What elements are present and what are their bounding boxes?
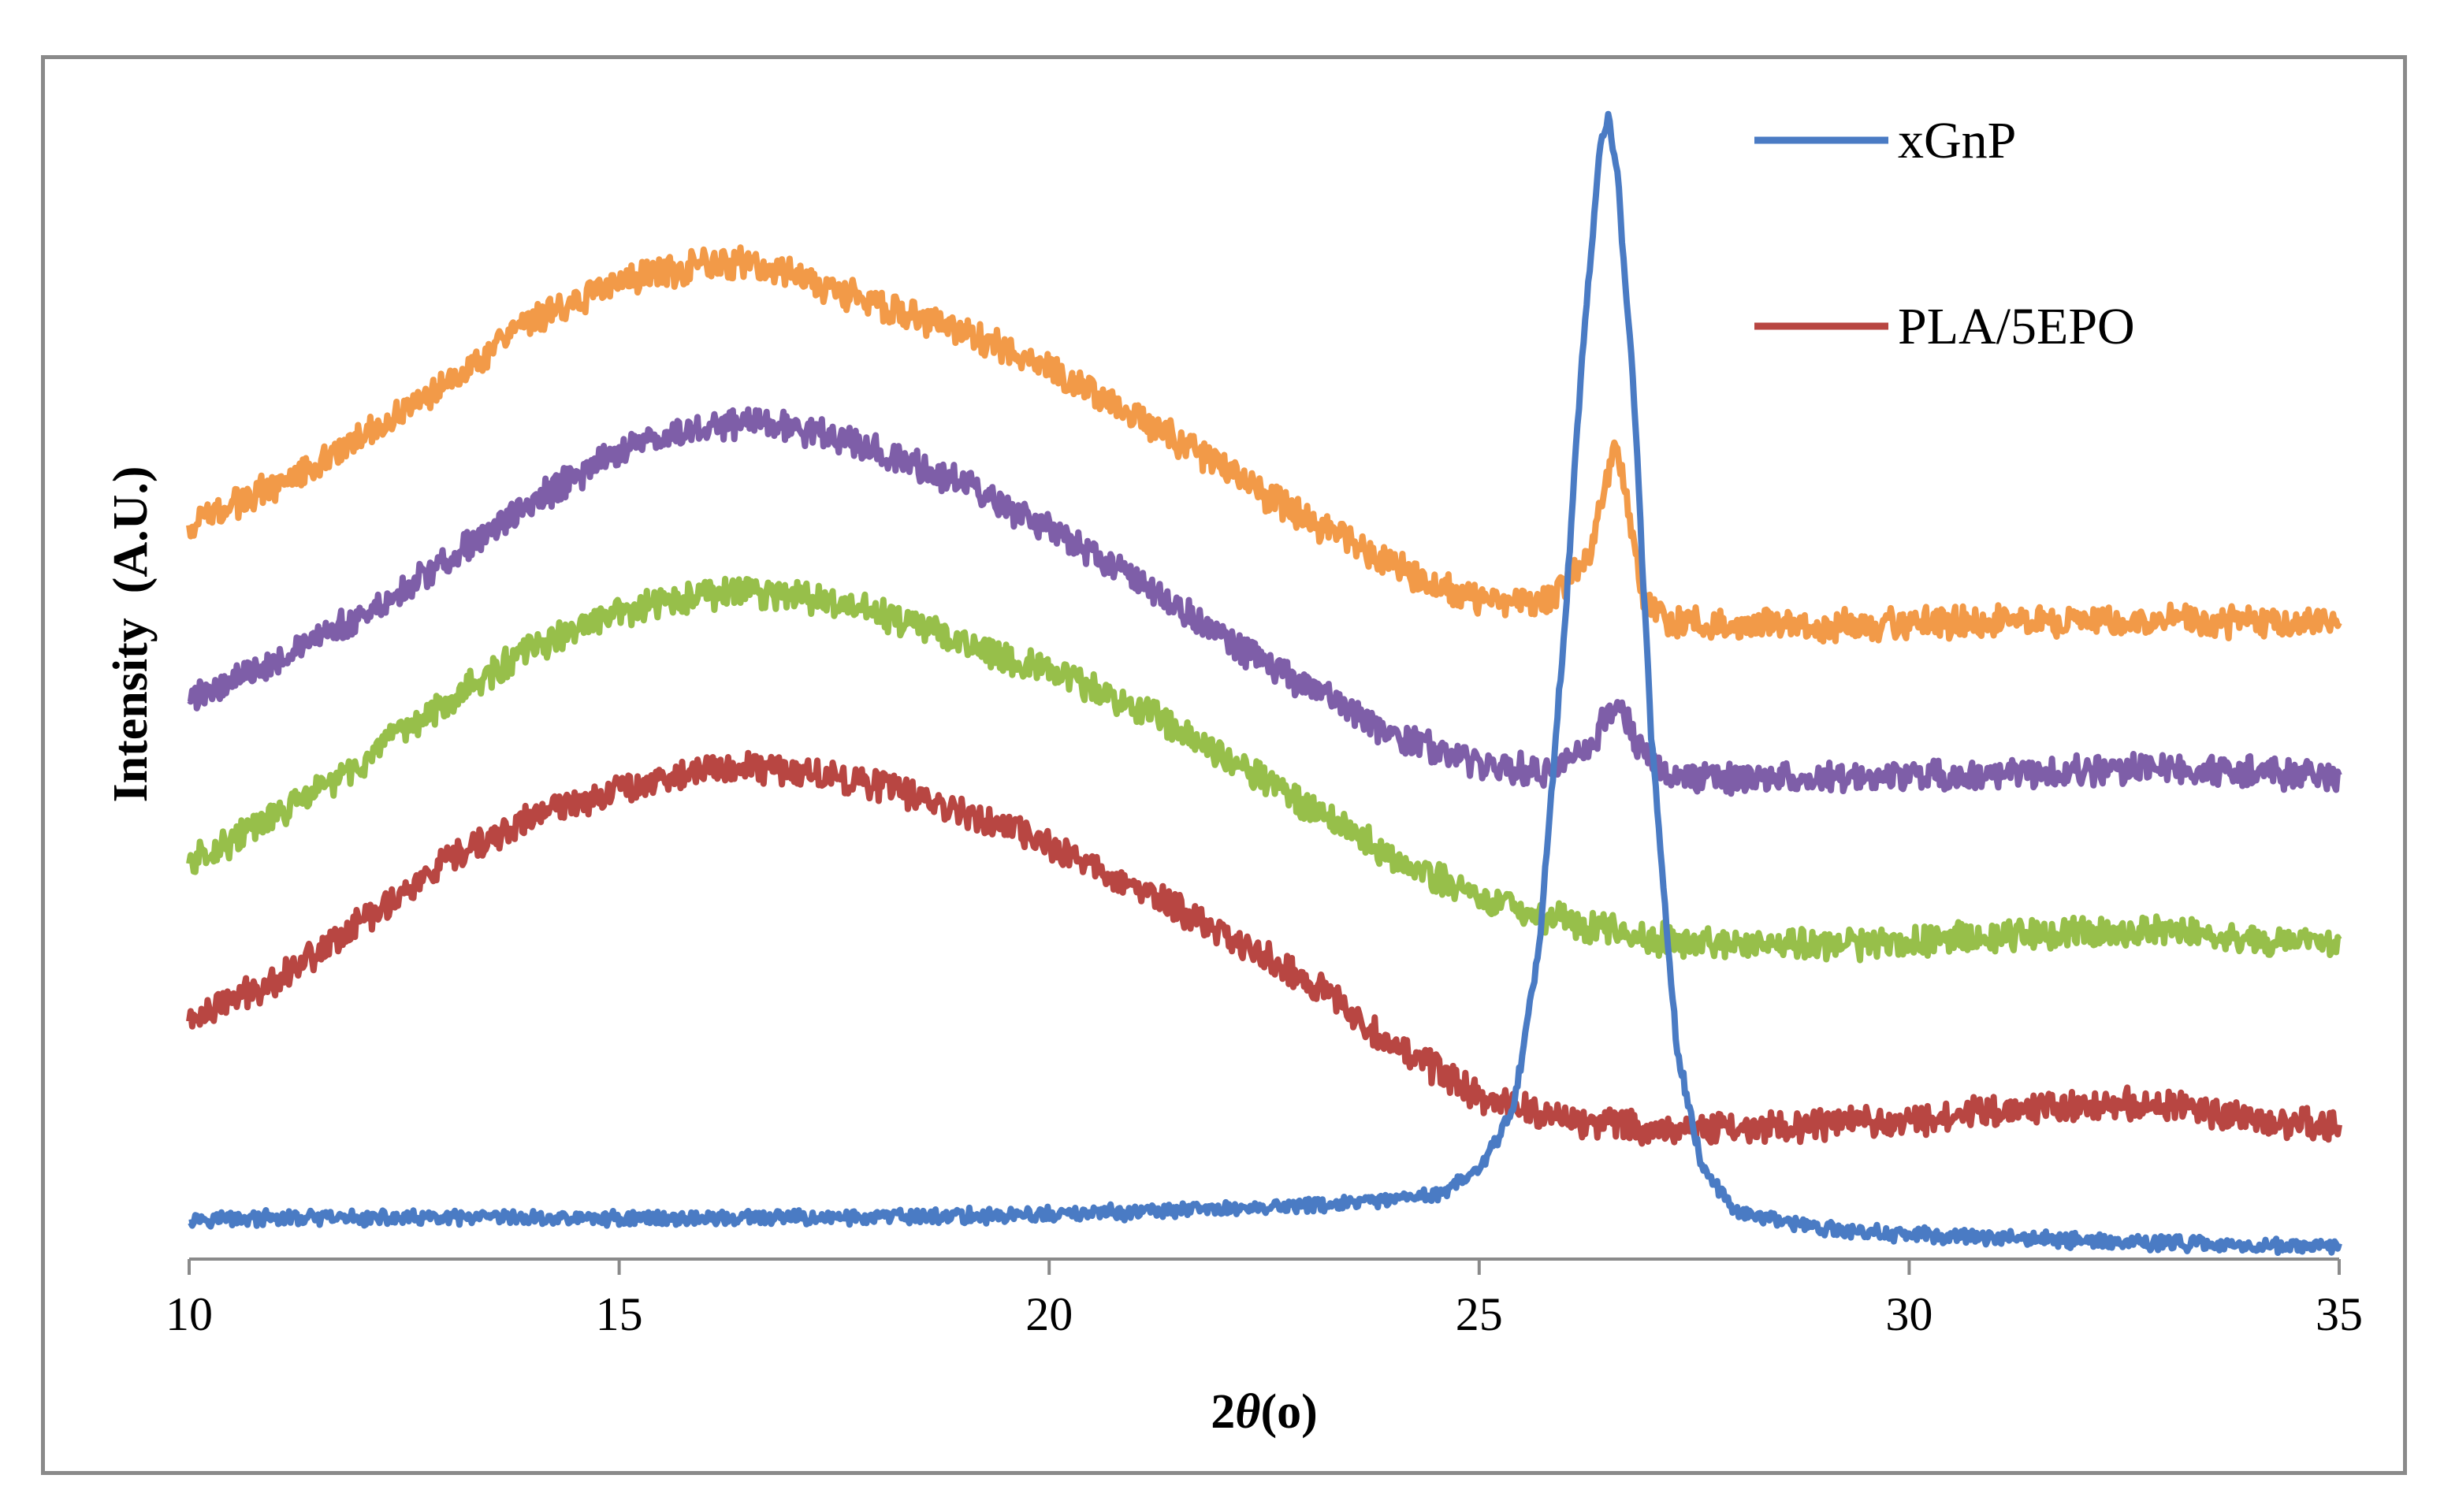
x-tick-label: 35 xyxy=(2316,1288,2363,1340)
legend: xGnP PLA/5EPO xyxy=(1754,112,2135,355)
series-line-series-4 xyxy=(187,406,2342,797)
x-axis-title-theta: θ xyxy=(1235,1385,1260,1439)
x-axis-title-unit: (o) xyxy=(1260,1385,1317,1439)
legend-label-pla-5epo: PLA/5EPO xyxy=(1898,298,2135,355)
x-tick-layer: 10 15 20 25 30 35 xyxy=(166,1259,2363,1340)
x-axis-title-main: 2 xyxy=(1211,1385,1235,1439)
x-tick-label: 20 xyxy=(1025,1288,1073,1340)
series-layer xyxy=(186,110,2342,1256)
series-line-pla-5epo xyxy=(186,749,2342,1147)
series-line-series-3 xyxy=(186,575,2342,964)
x-tick-label: 10 xyxy=(166,1288,213,1340)
legend-label-xgnp: xGnP xyxy=(1898,112,2016,169)
x-tick-label: 15 xyxy=(596,1288,643,1340)
x-tick-label: 30 xyxy=(1885,1288,1933,1340)
series-line-xgnp xyxy=(187,110,2342,1256)
legend-item-xgnp: xGnP xyxy=(1754,112,2016,169)
y-axis-title: Intensity (A.U.) xyxy=(104,466,158,802)
legend-item-pla-5epo: PLA/5EPO xyxy=(1754,298,2135,355)
series-line-series-5 xyxy=(186,244,2342,645)
x-axis-title: 2θ(o) xyxy=(1211,1385,1317,1439)
x-tick-label: 25 xyxy=(1456,1288,1503,1340)
